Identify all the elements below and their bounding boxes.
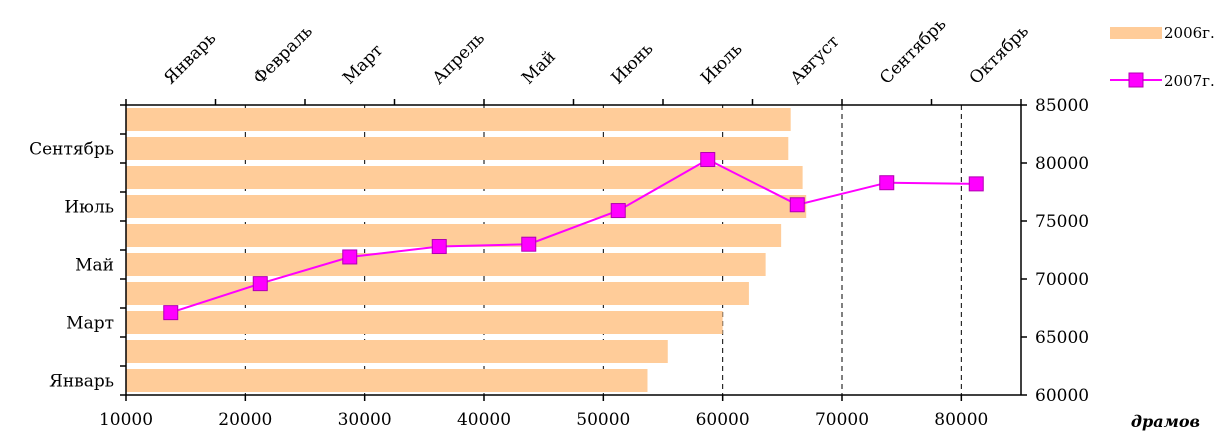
bar-2006	[126, 224, 782, 247]
legend-label-2006: 2006г.	[1164, 24, 1215, 42]
x-tick-label: 20000	[218, 410, 272, 430]
x-top-category-label: Июль	[697, 39, 746, 88]
point-2007	[968, 176, 984, 192]
point-2007	[521, 236, 537, 252]
point-2007	[610, 203, 626, 219]
y-right-tick-label: 65000	[1035, 328, 1089, 348]
point-2007	[163, 305, 179, 321]
x-top-category-label: Март	[339, 41, 387, 89]
series-line-2007	[170, 158, 977, 314]
bar-2006	[126, 137, 789, 160]
legend-label-2007: 2007г.	[1164, 72, 1215, 90]
x-tick-label: 60000	[696, 410, 750, 430]
point-2007	[252, 276, 268, 292]
legend-swatch-2006	[1110, 27, 1162, 39]
x-tick-label: 40000	[457, 410, 511, 430]
bars-2006	[126, 108, 807, 392]
x-top-category-label: Октябрь	[966, 21, 1033, 88]
legend-marker-2007	[1128, 72, 1144, 88]
legend: 2006г. 2007г.	[1110, 24, 1215, 90]
unit-label: драмов	[1131, 412, 1200, 431]
bar-2006	[126, 282, 749, 305]
bar-2006	[126, 340, 668, 363]
y-category-label: Март	[66, 314, 114, 334]
y-category-label: Январь	[49, 372, 114, 392]
x-tick-label: 80000	[934, 410, 988, 430]
y-category-label: Май	[75, 256, 114, 276]
axes	[120, 99, 1027, 401]
y-right-tick-label: 75000	[1035, 212, 1089, 232]
x-top-category-label: Июнь	[608, 39, 658, 89]
x-tick-label: 30000	[338, 410, 392, 430]
bar-2006	[126, 311, 723, 334]
bar-2006	[126, 195, 807, 218]
y-category-label: Июль	[64, 198, 114, 218]
point-2007	[879, 175, 895, 191]
point-2007	[789, 197, 805, 213]
x-top-category-label: Август	[787, 32, 844, 89]
y-right-tick-label: 80000	[1035, 154, 1089, 174]
x-tick-label: 10000	[99, 410, 153, 430]
x-top-category-label: Февраль	[250, 21, 317, 88]
x-top-category-label: Сентябрь	[876, 14, 950, 88]
point-2007	[700, 152, 716, 168]
x-tick-label: 70000	[815, 410, 869, 430]
x-top-category-label: Январь	[160, 28, 220, 88]
bar-2006	[126, 253, 766, 276]
x-top-category-label: Май	[518, 47, 560, 89]
line-2007	[163, 152, 984, 321]
x-top-category-label: Апрель	[429, 28, 489, 88]
bar-2006	[126, 369, 648, 392]
bar-2006	[126, 166, 803, 189]
bar-2006	[126, 108, 791, 131]
point-2007	[431, 239, 447, 255]
y-right-tick-label: 60000	[1035, 386, 1089, 406]
y-right-tick-label: 85000	[1035, 96, 1089, 116]
y-category-label: Сентябрь	[29, 140, 114, 160]
point-2007	[342, 249, 358, 265]
tick-labels: 10000 20000 30000 40000 50000 60000 70000 80000…	[29, 14, 1200, 431]
y-right-tick-label: 70000	[1035, 270, 1089, 290]
x-tick-label: 50000	[576, 410, 630, 430]
